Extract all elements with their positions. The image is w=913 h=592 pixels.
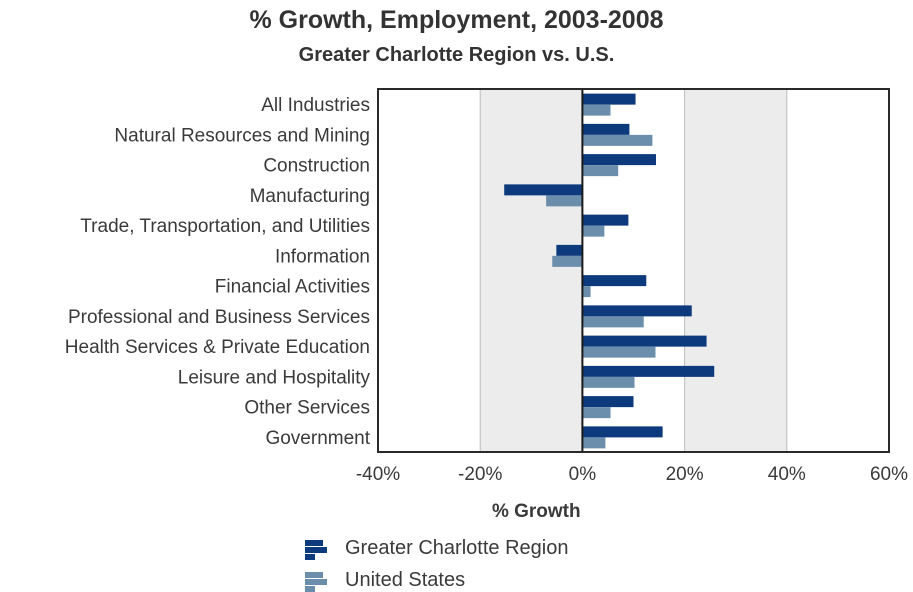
x-axis-label: % Growth bbox=[492, 501, 581, 522]
x-tick-label: -20% bbox=[458, 464, 502, 485]
bar-us-3 bbox=[582, 165, 619, 177]
bar-us-8 bbox=[582, 316, 644, 328]
chart-subtitle: Greater Charlotte Region vs. U.S. bbox=[298, 44, 615, 66]
x-tick-label: 60% bbox=[870, 464, 908, 485]
bar-us-11 bbox=[582, 407, 611, 419]
bar-us-2 bbox=[582, 134, 653, 146]
bar-us-4 bbox=[546, 195, 583, 207]
bar-us-1 bbox=[582, 104, 611, 116]
x-tick-label: 0% bbox=[569, 464, 597, 485]
plot-border bbox=[377, 88, 890, 453]
x-tick-label: 20% bbox=[666, 464, 704, 485]
category-label: Information bbox=[275, 246, 370, 267]
bar-us-10 bbox=[582, 376, 635, 388]
x-tick-label: -40% bbox=[356, 464, 400, 485]
legend-item-us: United States bbox=[305, 569, 465, 592]
legend-swatch-charlotte bbox=[305, 538, 327, 560]
grid-band bbox=[480, 89, 583, 452]
bar-charlotte-1 bbox=[582, 93, 636, 105]
bar-charlotte-5 bbox=[582, 214, 629, 226]
bar-charlotte-7 bbox=[582, 275, 647, 287]
chart-title: % Growth, Employment, 2003-2008 bbox=[249, 6, 664, 34]
category-label: Government bbox=[265, 428, 370, 449]
grid-band bbox=[684, 89, 787, 452]
bar-us-6 bbox=[552, 255, 583, 267]
bar-charlotte-6 bbox=[556, 244, 583, 256]
bar-us-12 bbox=[582, 437, 606, 449]
category-label: All Industries bbox=[261, 95, 370, 116]
legend-item-charlotte: Greater Charlotte Region bbox=[305, 537, 568, 560]
bar-charlotte-2 bbox=[582, 123, 630, 135]
category-label: Natural Resources and Mining bbox=[114, 125, 370, 146]
bar-charlotte-9 bbox=[582, 335, 707, 347]
legend-swatch-us bbox=[305, 570, 327, 592]
bar-us-7 bbox=[582, 286, 591, 298]
category-label: Professional and Business Services bbox=[68, 307, 370, 328]
category-label: Manufacturing bbox=[250, 186, 370, 207]
legend-label-charlotte: Greater Charlotte Region bbox=[345, 537, 569, 559]
bar-charlotte-10 bbox=[582, 365, 715, 377]
category-label: Construction bbox=[263, 156, 370, 177]
category-label: Other Services bbox=[244, 398, 370, 419]
legend-label-us: United States bbox=[345, 569, 466, 591]
category-label: Trade, Transportation, and Utilities bbox=[80, 216, 370, 237]
category-label: Health Services & Private Education bbox=[65, 337, 370, 358]
bar-charlotte-8 bbox=[582, 305, 692, 317]
bar-charlotte-11 bbox=[582, 396, 634, 408]
bar-charlotte-4 bbox=[504, 184, 583, 196]
x-tick-label: 40% bbox=[768, 464, 806, 485]
bar-us-9 bbox=[582, 346, 656, 358]
category-label: Financial Activities bbox=[215, 277, 370, 298]
bar-us-5 bbox=[582, 225, 605, 237]
bar-charlotte-3 bbox=[582, 154, 656, 166]
bar-charlotte-12 bbox=[582, 426, 663, 438]
category-label: Leisure and Hospitality bbox=[178, 367, 371, 388]
